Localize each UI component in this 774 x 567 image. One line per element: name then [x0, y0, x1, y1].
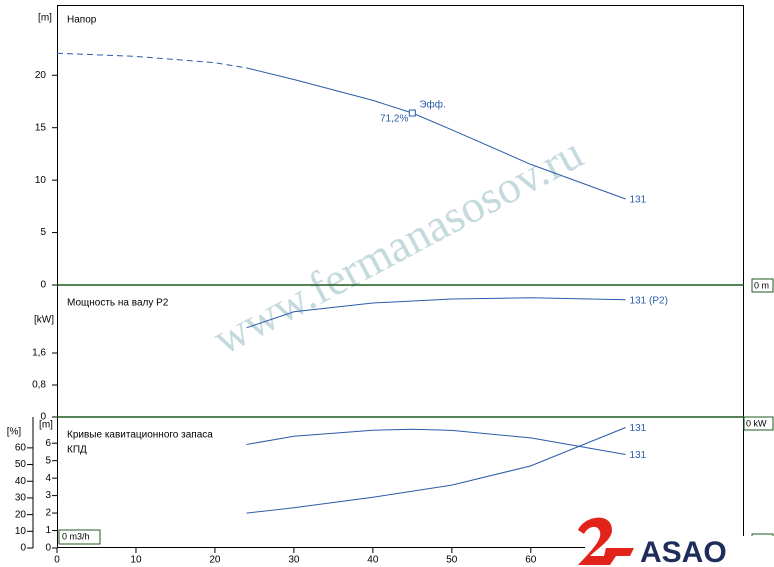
annotation-value: 71,2%	[380, 114, 408, 125]
y2-tick-label: 5	[45, 455, 51, 466]
curve	[246, 428, 626, 455]
y-tick-label: 50	[15, 459, 27, 470]
y-tick-label: 10	[35, 175, 47, 186]
x-tick-label: 50	[446, 555, 458, 566]
x-tick-label: 30	[288, 555, 300, 566]
y-tick-label: 1,6	[32, 348, 46, 359]
y-tick-label: 60	[15, 443, 27, 454]
annotation-label: Эфф.	[419, 99, 445, 111]
y-tick-label: 0	[40, 412, 46, 423]
x-tick-label: 10	[130, 555, 142, 566]
y2-tick-label: 3	[45, 490, 51, 501]
panel-title: КПД	[67, 445, 87, 456]
y-tick-label: 0	[40, 280, 46, 291]
readout-box	[58, 529, 101, 545]
curve-label: 131	[630, 423, 647, 434]
y-tick-label: 20	[35, 70, 47, 81]
curve	[246, 297, 626, 329]
y2-tick-label: 0	[45, 543, 51, 554]
curve	[246, 427, 626, 514]
x-tick-label: 20	[209, 555, 221, 566]
y2-tick-label: 1	[45, 525, 51, 536]
y2-axis-label: [m]	[39, 420, 53, 431]
x-tick-label: 40	[367, 555, 379, 566]
logo-text: ASAO	[640, 536, 727, 567]
logo-mark	[578, 517, 616, 565]
logo-mark	[604, 548, 634, 556]
curve	[56, 52, 247, 69]
curve-label: 131 (P2)	[630, 295, 668, 306]
curve-label: 131	[630, 195, 647, 206]
plot-frame	[57, 5, 744, 548]
y-axis-label: [kW]	[34, 315, 54, 326]
y-tick-label: 10	[15, 526, 27, 537]
y2-tick-label: 2	[45, 508, 51, 519]
panel-title: Напор	[67, 15, 97, 26]
efficiency-point	[408, 109, 416, 117]
x-tick-label: 0	[54, 555, 60, 566]
y-axis-label: [%]	[7, 427, 22, 438]
y-tick-label: 40	[15, 476, 27, 487]
readout: 0 m	[754, 280, 769, 290]
readout: 0 kW	[746, 418, 767, 428]
y-tick-label: 15	[35, 122, 47, 133]
curve-label: 131	[630, 450, 647, 461]
y2-tick-label: 4	[45, 473, 51, 484]
y-tick-label: 5	[40, 227, 46, 238]
logo: ASAO	[578, 517, 774, 567]
y-axis-label: [m]	[38, 13, 52, 24]
readout-box	[751, 278, 774, 293]
x-tick-label: 60	[525, 555, 537, 566]
y-tick-label: 0	[20, 543, 26, 554]
y-tick-label: 20	[15, 509, 27, 520]
readout-box	[743, 416, 774, 431]
panel-title: Мощность на валу P2	[67, 298, 169, 309]
panel-title: Кривые кавитационного запаса	[67, 430, 213, 441]
y-tick-label: 30	[15, 493, 27, 504]
y-tick-label: 0,8	[32, 380, 46, 391]
readout: 0 m3/h	[62, 531, 90, 541]
y2-tick-label: 6	[45, 438, 51, 449]
